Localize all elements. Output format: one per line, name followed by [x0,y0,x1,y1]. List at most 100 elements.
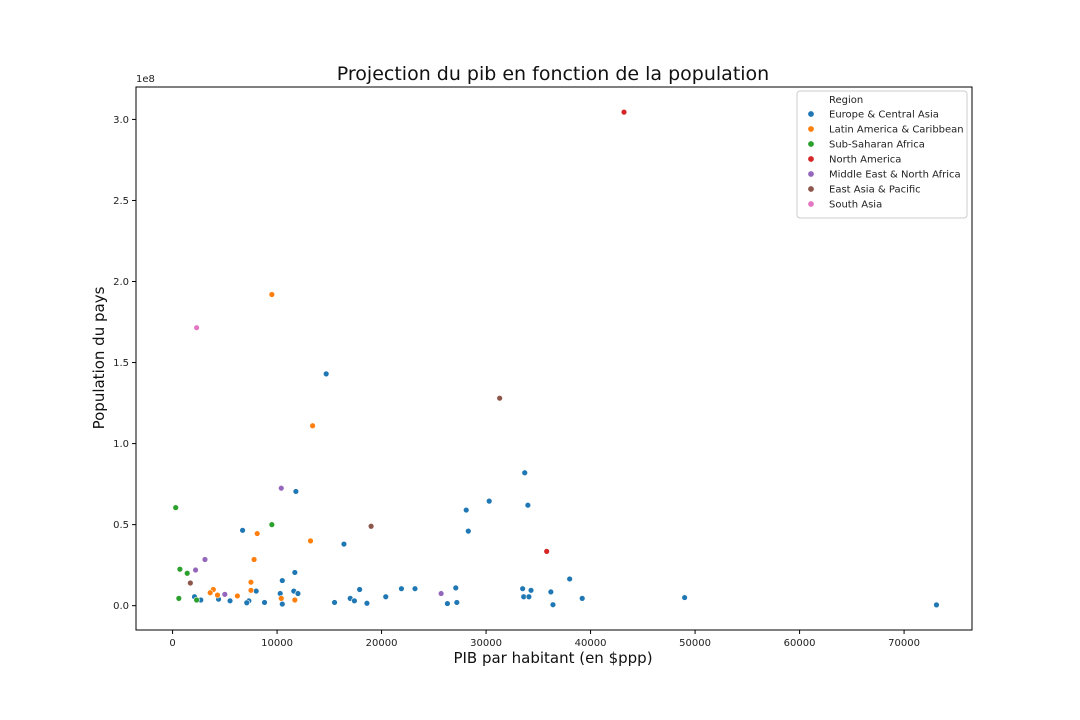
data-point [234,592,241,600]
data-point [193,596,200,604]
legend-entry: East Asia & Pacific [829,185,921,196]
series-1 [206,291,316,604]
data-point [486,497,493,505]
y-tick-label: 2.5 [113,196,129,207]
data-point [239,527,246,534]
x-tick-label: 30000 [470,638,502,649]
data-point [519,585,526,592]
data-point [250,556,258,563]
y-tick-label: 1.0 [113,439,129,450]
data-point [525,593,533,600]
legend-entry: Middle East & North Africa [829,170,961,181]
y-tick-label: 0.0 [113,601,129,612]
data-point [307,537,314,545]
data-point [221,591,229,598]
y-axis-title: Population du pays [90,286,108,429]
legend-entry: Latin America & Caribbean [829,125,964,136]
data-point [331,599,338,606]
legend-marker [807,110,815,118]
x-axis: 0 10000 20000 30000 40000 50000 60000 70000 [169,630,920,649]
legend-marker [807,140,815,148]
data-point [411,585,419,592]
data-point [543,548,550,555]
y-axis: 0.0 0.5 1.0 1.5 2.0 2.5 3.0 [113,115,136,612]
data-point [322,370,330,378]
data-point [681,594,688,601]
data-point [496,395,503,402]
data-point [268,521,276,528]
data-point [279,600,286,608]
data-point [579,595,586,602]
data-point [261,599,268,606]
data-point [437,590,445,597]
x-axis-title: PIB par habitant (en $ppp) [453,649,652,667]
data-point [172,504,179,511]
y-tick-label: 3.0 [113,115,129,126]
data-point [351,597,358,605]
data-point [524,501,532,509]
x-tick-label: 20000 [366,638,398,649]
data-point [398,585,405,592]
x-tick-label: 60000 [784,638,816,649]
legend-marker [807,185,815,193]
data-point [243,599,250,606]
plot-area [135,86,973,631]
data-point [192,566,199,574]
data-point [214,591,221,599]
data-point [566,575,573,583]
legend-entry: South Asia [829,200,882,211]
plot-frame [135,86,973,631]
legend-marker [807,155,815,163]
legend: Region Europe & Central Asia Latin America… [796,90,968,219]
legend-entry: Europe & Central Asia [829,110,939,121]
data-point [452,584,459,592]
data-point [278,595,285,602]
data-point [453,599,461,606]
data-point [465,527,472,535]
data-point [340,540,348,548]
data-point [444,600,451,607]
data-point [279,577,286,584]
data-point [201,556,209,563]
legend-entry: North America [829,155,901,166]
data-point [933,601,940,609]
data-point [176,566,184,573]
data-point [254,530,261,537]
data-point [193,324,200,331]
data-point [363,600,371,607]
series-5 [187,395,503,587]
series-6 [193,324,200,331]
data-point [291,596,299,604]
data-point [175,595,183,602]
legend-entry: Sub-Saharan Africa [829,140,925,151]
data-point [292,488,300,495]
series-4 [192,484,445,598]
legend-marker [807,170,815,178]
x-tick-label: 40000 [575,638,607,649]
y-tick-label: 1.5 [113,358,129,369]
series-0 [191,370,940,609]
series-3 [543,108,628,555]
data-point [547,588,555,596]
legend-box [796,90,968,219]
chart-title: Projection du pib en fonction de la popu… [337,63,769,85]
data-point [382,593,389,600]
data-point [309,422,316,429]
x-tick-label: 50000 [679,638,711,649]
y-axis-offset-label: 1e8 [136,74,155,85]
data-point [184,570,191,577]
data-point [226,597,234,605]
data-point [521,469,528,476]
legend-title: Region [829,95,863,106]
y-tick-label: 0.5 [113,520,129,531]
x-tick-label: 10000 [261,638,293,649]
legend-marker [807,125,815,133]
data-point [247,578,255,586]
data-point [620,108,628,116]
data-point [549,601,557,608]
data-point [278,484,285,492]
data-point [252,587,260,595]
y-tick-label: 2.0 [113,277,129,288]
data-point [268,291,276,298]
